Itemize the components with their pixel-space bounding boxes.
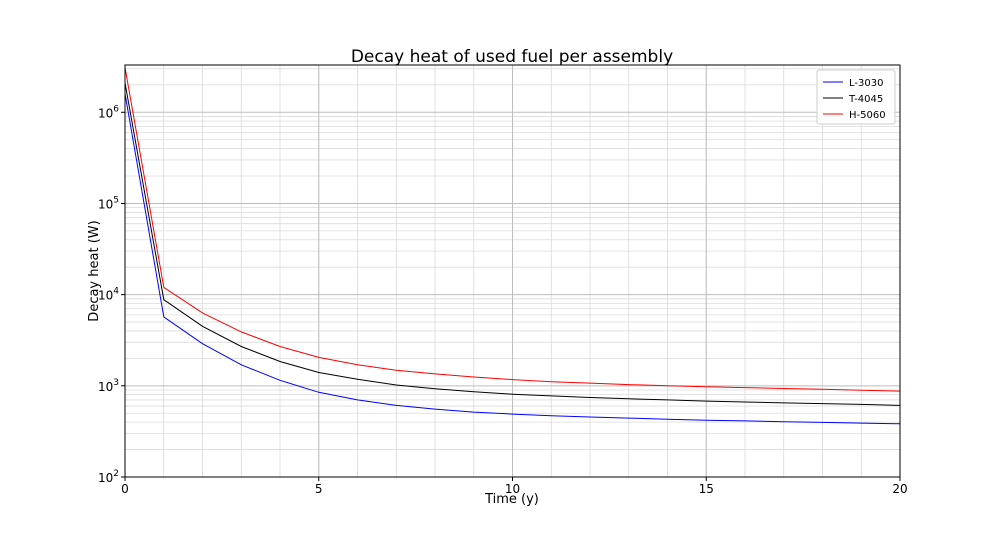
x-tick-label: 10 — [505, 482, 520, 496]
series-line-t-4045 — [124, 82, 901, 406]
y-tick-label: 106 — [98, 104, 119, 120]
x-tick-label: 15 — [699, 482, 714, 496]
y-axis-label: Decay heat (W) — [87, 220, 102, 321]
grid — [124, 65, 901, 478]
series-line-h-5060 — [124, 67, 901, 392]
x-tick-label: 20 — [892, 482, 907, 496]
y-axis-ticks: 102 103 104 105 106 — [98, 104, 125, 485]
y-tick-label: 104 — [98, 287, 119, 303]
x-axis-ticks: 0 5 10 15 20 — [121, 477, 908, 496]
series-lines — [124, 67, 901, 425]
legend-label: T-4045 — [848, 94, 883, 105]
y-tick-label: 105 — [98, 195, 119, 211]
legend-box — [816, 69, 896, 125]
y-tick-label: 103 — [98, 378, 119, 394]
x-axis-label: Time (y) — [484, 492, 539, 507]
x-tick-label: 0 — [121, 482, 129, 496]
series-line-l-3030 — [124, 93, 901, 425]
legend-label: H-5060 — [849, 110, 886, 121]
chart-title: Decay heat of used fuel per assembly — [351, 47, 673, 67]
legend-label: L-3030 — [849, 78, 883, 89]
y-tick-label: 102 — [98, 469, 119, 485]
x-tick-label: 5 — [315, 482, 323, 496]
legend: L-3030 T-4045 H-5060 — [816, 69, 896, 125]
